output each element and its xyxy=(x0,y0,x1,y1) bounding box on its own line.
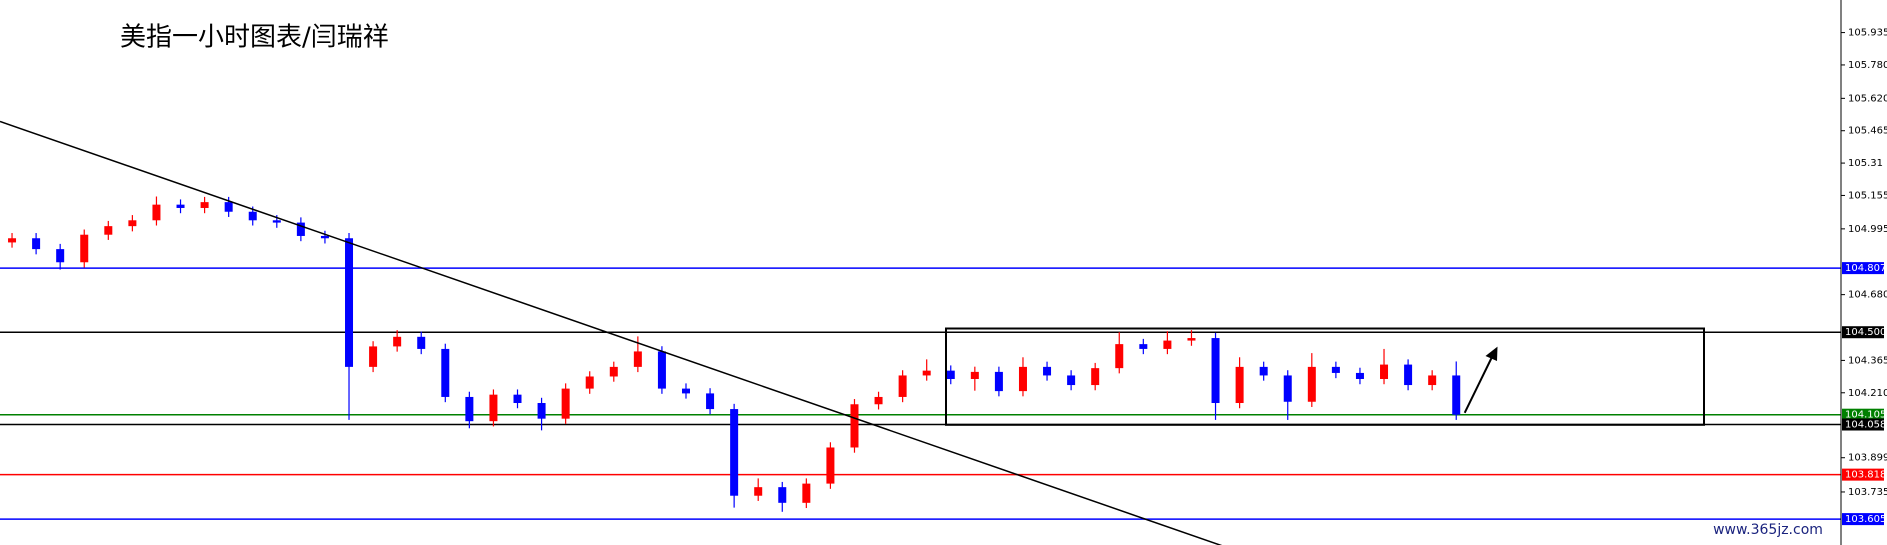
level-label: 104.058 xyxy=(1845,420,1886,431)
candle-body xyxy=(1139,344,1148,349)
candle-body xyxy=(441,348,450,397)
candle-body xyxy=(802,483,811,503)
candle-body xyxy=(970,371,979,379)
y-tick-label: 104.995 xyxy=(1848,224,1887,235)
candle-body xyxy=(874,396,883,405)
candle-body xyxy=(320,235,329,239)
y-tick-label: 105.31 xyxy=(1848,158,1883,169)
candle-body xyxy=(176,204,185,208)
candle-body xyxy=(1018,366,1027,392)
candle-body xyxy=(489,394,498,422)
candle-body xyxy=(1115,344,1124,369)
y-tick-label: 104.680 xyxy=(1848,290,1887,301)
y-tick-label: 103.735 xyxy=(1848,487,1887,498)
level-label: 104.807 xyxy=(1845,263,1886,274)
candle-body xyxy=(1355,372,1364,379)
candle-body xyxy=(1187,338,1196,341)
candle-body xyxy=(826,447,835,484)
candle-body xyxy=(850,404,859,448)
level-tag xyxy=(1842,468,1884,481)
level-tag xyxy=(1842,262,1884,275)
candle-body xyxy=(32,238,41,250)
candle-body xyxy=(200,202,209,208)
y-tick-label: 104.210 xyxy=(1848,388,1887,399)
range-box xyxy=(945,327,1705,426)
candle-body xyxy=(1091,368,1100,386)
candle-body xyxy=(1067,375,1076,386)
candle-body xyxy=(754,487,763,496)
candle-body xyxy=(128,220,137,227)
y-tick-label: 105.155 xyxy=(1848,190,1887,201)
candle-body xyxy=(1380,364,1389,379)
level-tag xyxy=(1842,408,1884,421)
axis: 105.935 105.780 105.620 105.465 105.31 105.15… xyxy=(1841,28,1887,526)
y-tick-label: 105.465 xyxy=(1848,126,1887,137)
candle-body xyxy=(922,370,931,376)
level-label: 103.605 xyxy=(1845,514,1886,525)
levels xyxy=(0,267,1841,520)
y-tick-label: 105.780 xyxy=(1848,60,1887,71)
candle-body xyxy=(224,202,233,212)
candle-body xyxy=(681,388,690,394)
candle-body xyxy=(8,238,17,243)
level-tag xyxy=(1842,326,1884,339)
candle-body xyxy=(1428,375,1437,386)
y-tick-label: 105.620 xyxy=(1848,93,1887,104)
candle-body xyxy=(465,396,474,422)
candle-body xyxy=(657,351,666,389)
candle-body xyxy=(80,234,89,263)
candle-body xyxy=(898,375,907,397)
candle-body xyxy=(369,346,378,367)
candle-body xyxy=(994,371,1003,392)
candle-body xyxy=(296,222,305,236)
chart-title: 美指一小时图表/闫瑞祥 xyxy=(120,23,389,53)
level-label: 104.105 xyxy=(1845,410,1886,421)
candle-body xyxy=(1452,375,1461,415)
candle-body xyxy=(609,366,618,377)
candle-body xyxy=(152,204,161,221)
y-tick-label: 105.935 xyxy=(1848,28,1887,39)
level-label: 103.818 xyxy=(1845,470,1886,481)
candle-body xyxy=(537,403,546,419)
level-tag xyxy=(1842,513,1884,526)
arrow-head xyxy=(1485,346,1498,361)
candle-body xyxy=(633,351,642,367)
candle-body xyxy=(1404,364,1413,386)
candle-body xyxy=(345,238,354,367)
y-tick-label: 104.365 xyxy=(1848,355,1887,366)
candle-body xyxy=(272,220,281,223)
candle-body xyxy=(1283,375,1292,402)
candle-body xyxy=(1211,338,1220,404)
candle-body xyxy=(778,487,787,503)
level-label: 104.500 xyxy=(1845,327,1886,338)
candle-body xyxy=(1259,366,1268,376)
candle-body xyxy=(1307,366,1316,402)
candle-body xyxy=(730,409,739,496)
watermark: www.365jz.com xyxy=(1713,522,1823,538)
candle-body xyxy=(706,393,715,410)
candle-body xyxy=(1043,366,1052,376)
candle-body xyxy=(513,394,522,404)
candles xyxy=(8,196,1461,512)
candle-body xyxy=(104,226,113,235)
level-tag xyxy=(1842,418,1884,431)
candle-body xyxy=(946,370,955,379)
candle-body xyxy=(1163,340,1172,349)
candle-body xyxy=(56,249,65,263)
candle-body xyxy=(585,376,594,389)
candle-body xyxy=(417,336,426,349)
y-tick-label: 103.899 xyxy=(1848,453,1887,464)
arrow-shaft xyxy=(1463,356,1493,414)
candle-body xyxy=(393,336,402,347)
candle-body xyxy=(1235,366,1244,404)
candle-body xyxy=(1331,366,1340,373)
trend-line xyxy=(0,120,1223,545)
candle-body xyxy=(561,388,570,419)
candle-body xyxy=(248,211,257,221)
